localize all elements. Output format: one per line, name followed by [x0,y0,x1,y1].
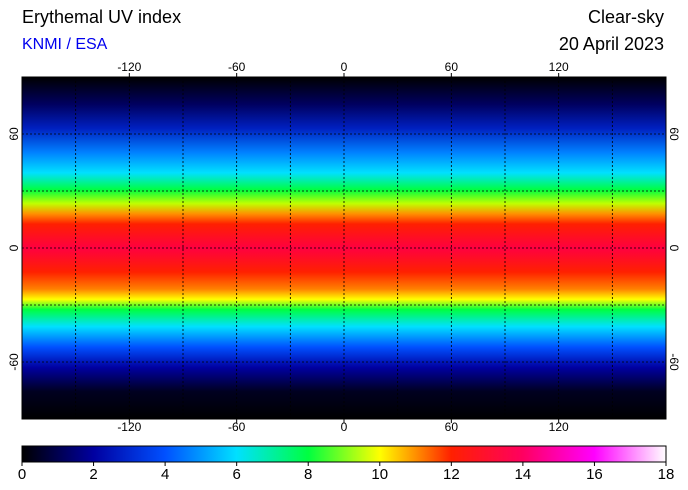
x-tick-label: -60 [228,60,246,74]
colorbar-label: 2 [89,466,97,483]
title: Erythemal UV index [22,7,181,27]
map-frame [21,76,667,420]
y-tick-label: -60 [667,353,681,371]
y-tick-label: 60 [667,127,681,141]
colorbar-label: 10 [371,466,388,483]
colorbar-label: 0 [18,466,26,483]
colorbar-label: 16 [586,466,603,483]
y-tick-label: 0 [7,244,21,251]
condition: Clear-sky [588,7,664,27]
x-tick-label: 0 [341,60,348,74]
x-tick-label: 120 [549,60,569,74]
colorbar [21,445,667,463]
y-tick-label: 0 [667,245,681,252]
y-tick-label: -60 [7,353,21,371]
colorbar-label: 12 [443,466,460,483]
x-tick-label: -60 [228,420,246,434]
colorbar-label: 14 [515,466,532,483]
x-tick-label: 60 [445,420,459,434]
source: KNMI / ESA [22,36,108,53]
colorbar-label: 4 [161,466,169,483]
x-tick-label: 60 [445,60,459,74]
x-tick-label: -120 [117,60,141,74]
colorbar-label: 18 [658,466,675,483]
x-tick-label: 0 [341,420,348,434]
colorbar-label: 8 [304,466,312,483]
date: 20 April 2023 [559,34,664,54]
x-tick-label: -120 [117,420,141,434]
x-tick-label: 120 [549,420,569,434]
colorbar-label: 6 [232,466,240,483]
y-tick-label: 60 [7,127,21,141]
